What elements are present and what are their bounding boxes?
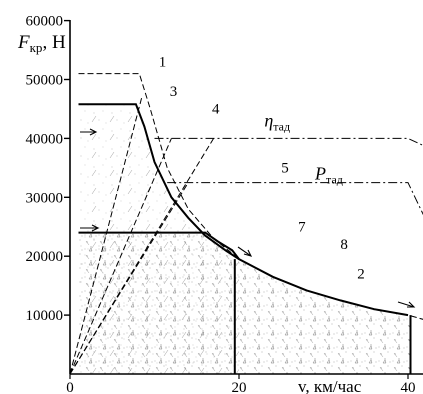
series-line-3 [78, 231, 240, 260]
annotation-label: 4 [212, 102, 220, 118]
annotation-label: Pтад [314, 164, 343, 187]
series-line-11 [69, 182, 189, 375]
y-tick-label: 40000 [26, 131, 64, 147]
y-tick-label: 30000 [26, 190, 64, 206]
annotation-label: ηтад [264, 111, 290, 134]
region-lower-operating [78, 232, 239, 374]
series-line-7 [167, 182, 423, 216]
series-lines [69, 73, 423, 375]
arrow-curve-middle [237, 246, 253, 257]
annotation-label: 5 [281, 161, 289, 177]
annotation-label: 2 [357, 267, 365, 283]
y-tick-label: 60000 [26, 14, 64, 30]
arrow-curve-right [397, 301, 416, 308]
x-ticks: 0 20 40 [66, 374, 416, 394]
series-line-8 [69, 97, 143, 375]
annotation-label: 7 [298, 219, 306, 235]
y-axis-label: Fкр, Н [17, 32, 66, 55]
series-line-9 [69, 138, 172, 375]
flow-arrows [80, 128, 416, 308]
y-label-sub: кр [30, 40, 43, 55]
y-tick-label: 50000 [26, 73, 64, 89]
series-line-2 [78, 103, 409, 317]
x-tick-label: 20 [232, 380, 247, 394]
series-line-6 [154, 137, 423, 146]
arrow-lower-left [80, 224, 100, 232]
annotation-label: 3 [170, 84, 178, 100]
annotation-label: 8 [340, 237, 348, 253]
annotation-label: 1 [159, 55, 167, 71]
y-tick-label: 10000 [26, 308, 64, 324]
x-tick-label: 40 [401, 380, 416, 394]
arrow-upper-left [80, 128, 98, 136]
annotations: 12345678ηтадPтад [159, 55, 365, 283]
shaded-regions [78, 104, 411, 374]
x-tick-label: 0 [66, 380, 74, 394]
y-label-unit: , Н [42, 32, 66, 53]
y-tick-label: 20000 [26, 249, 64, 265]
y-label-main: F [17, 32, 30, 53]
x-axis-label: v, км/час [298, 377, 362, 394]
y-ticks: 10000 20000 30000 40000 50000 60000 [26, 14, 70, 324]
region-right-operating [234, 259, 411, 374]
